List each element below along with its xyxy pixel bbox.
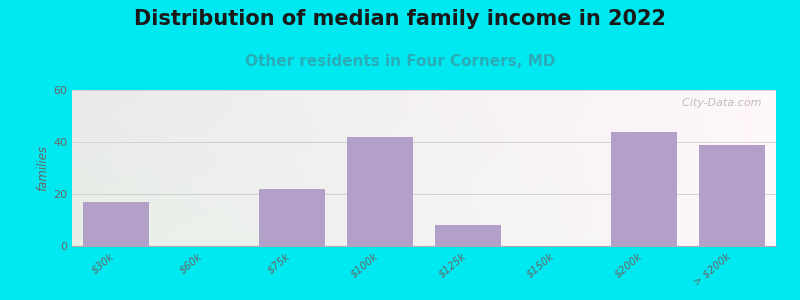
Text: City-Data.com: City-Data.com <box>675 98 762 108</box>
Bar <box>347 137 413 246</box>
Bar <box>435 225 501 246</box>
Bar <box>699 145 765 246</box>
Bar <box>259 189 325 246</box>
Text: Other residents in Four Corners, MD: Other residents in Four Corners, MD <box>245 54 555 69</box>
Bar <box>611 132 677 246</box>
Y-axis label: families: families <box>36 145 49 191</box>
Bar <box>83 202 149 246</box>
Text: Distribution of median family income in 2022: Distribution of median family income in … <box>134 9 666 29</box>
